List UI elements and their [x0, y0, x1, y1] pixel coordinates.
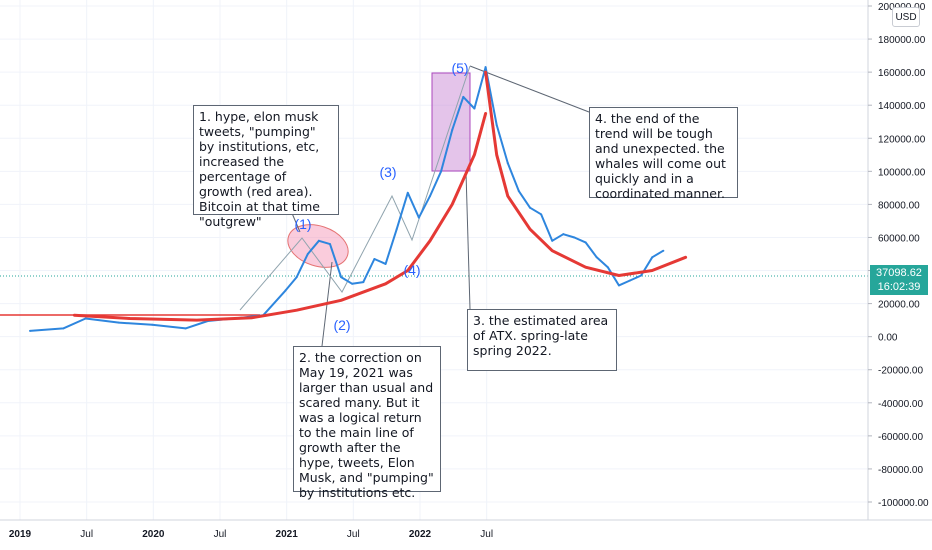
price-point — [284, 289, 287, 292]
price-point — [640, 274, 643, 277]
price-point — [295, 276, 298, 279]
price-point — [329, 243, 331, 246]
price-point — [540, 213, 543, 216]
y-tick-label: 140000.00 — [878, 101, 926, 112]
price-point — [506, 162, 509, 165]
price-point — [562, 233, 565, 236]
currency-badge[interactable]: USD — [892, 7, 920, 27]
price-point — [595, 256, 598, 259]
hype-oval — [287, 224, 349, 268]
x-tick-label: 2020 — [142, 529, 165, 540]
y-tick-label: 120000.00 — [878, 134, 926, 145]
price-point — [584, 241, 587, 244]
wave-label-3: (3) — [379, 164, 396, 180]
price-point — [84, 317, 87, 320]
y-tick-label: -40000.00 — [878, 399, 923, 410]
price-point — [395, 228, 398, 231]
price-point — [606, 266, 609, 269]
y-tick-label: -60000.00 — [878, 432, 923, 443]
growth-curve — [72, 112, 488, 322]
wave-labels: (1) (2) (3) (4) (5) — [294, 60, 468, 333]
x-tick-label: Jul — [480, 529, 493, 540]
last-price: 37098.62 — [876, 267, 922, 279]
price-point — [417, 216, 420, 219]
price-point — [573, 236, 576, 239]
price-point — [29, 329, 31, 332]
price-point — [306, 253, 309, 255]
price-point — [551, 239, 554, 242]
y-tick-label: 20000.00 — [878, 300, 920, 311]
price-point — [440, 170, 443, 173]
price-point — [529, 206, 531, 209]
last-price-tag: 37098.62 16:02:39 — [870, 265, 928, 295]
y-tick-label: 180000.00 — [878, 35, 926, 46]
decline-curve — [484, 70, 688, 277]
x-tick-label: 2019 — [9, 529, 32, 540]
y-tick-label: 0.00 — [878, 333, 898, 344]
price-point — [429, 195, 431, 198]
countdown-timer: 16:02:39 — [877, 281, 921, 293]
price-point — [462, 95, 465, 98]
chart-series — [29, 66, 688, 332]
x-tick-label: 2022 — [409, 529, 432, 540]
price-point — [362, 281, 365, 284]
price-point — [340, 276, 343, 279]
price-point — [473, 107, 476, 110]
price-point — [62, 327, 65, 330]
y-tick-label: 80000.00 — [878, 200, 920, 211]
y-tick-label: 60000.00 — [878, 233, 920, 244]
price-point — [384, 262, 387, 265]
y-tick-label: 100000.00 — [878, 167, 926, 178]
x-tick-label: Jul — [347, 529, 360, 540]
price-point — [651, 256, 654, 259]
note-correction[interactable]: 2. the correction on May 19, 2021 was la… — [293, 346, 441, 500]
y-tick-label: 160000.00 — [878, 68, 926, 79]
x-tick-label: Jul — [80, 529, 93, 540]
price-point — [484, 66, 487, 69]
wave-label-2: (2) — [333, 317, 350, 333]
price-point — [373, 257, 376, 260]
note-atx-area[interactable]: 3. the estimated area of ATX. spring-lat… — [467, 309, 617, 371]
wave-label-4: (4) — [403, 262, 420, 278]
price-point — [517, 190, 520, 193]
price-point — [351, 282, 354, 285]
y-tick-label: -20000.00 — [878, 366, 923, 377]
price-point — [184, 327, 187, 330]
price-point — [662, 249, 665, 252]
price-point — [317, 239, 320, 242]
annotation-shapes — [0, 65, 590, 347]
note-trend-end[interactable]: 4. the end of the trend will be tough an… — [589, 107, 738, 201]
y-tick-label: -80000.00 — [878, 465, 923, 476]
price-point — [151, 323, 154, 326]
connector-note4 — [469, 65, 590, 113]
price-point — [617, 284, 620, 287]
x-axis: 2019 Jul 2020 Jul 2021 Jul 2022 Jul — [0, 519, 932, 540]
price-point — [451, 129, 454, 131]
price-point — [117, 321, 120, 324]
price-point — [629, 279, 631, 282]
y-axis: 200000.00180000.00160000.00140000.001200… — [867, 0, 929, 520]
note-hype[interactable]: 1. hype, elon musk tweets, "pumping" by … — [193, 105, 339, 229]
price-series-line — [29, 66, 664, 332]
wave-label-1: (1) — [294, 216, 311, 232]
x-tick-label: 2021 — [276, 529, 299, 540]
price-point — [406, 191, 409, 194]
y-tick-label: -100000.00 — [878, 498, 929, 509]
connector-note3 — [465, 171, 471, 310]
x-tick-label: Jul — [214, 529, 227, 540]
wave-label-5: (5) — [451, 60, 468, 76]
price-point — [495, 124, 498, 127]
